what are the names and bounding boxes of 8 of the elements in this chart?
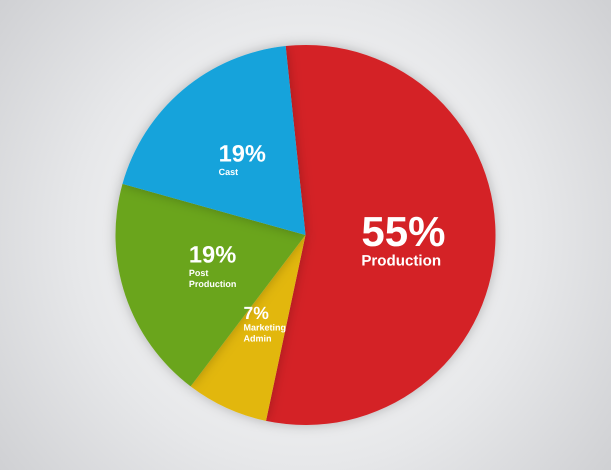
slice-label: Cast bbox=[218, 167, 238, 178]
data-label: 7% bbox=[243, 303, 270, 324]
slice-label: Production bbox=[361, 252, 442, 270]
data-label: 19% bbox=[218, 142, 266, 168]
data-label: 55% bbox=[361, 208, 446, 255]
data-label: 19% bbox=[188, 242, 236, 268]
slice-label: Marketing Admin bbox=[243, 322, 286, 344]
slice-label: Post Production bbox=[188, 268, 236, 289]
